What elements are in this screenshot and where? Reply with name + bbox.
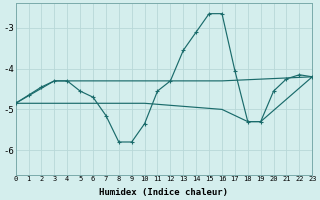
- X-axis label: Humidex (Indice chaleur): Humidex (Indice chaleur): [100, 188, 228, 197]
